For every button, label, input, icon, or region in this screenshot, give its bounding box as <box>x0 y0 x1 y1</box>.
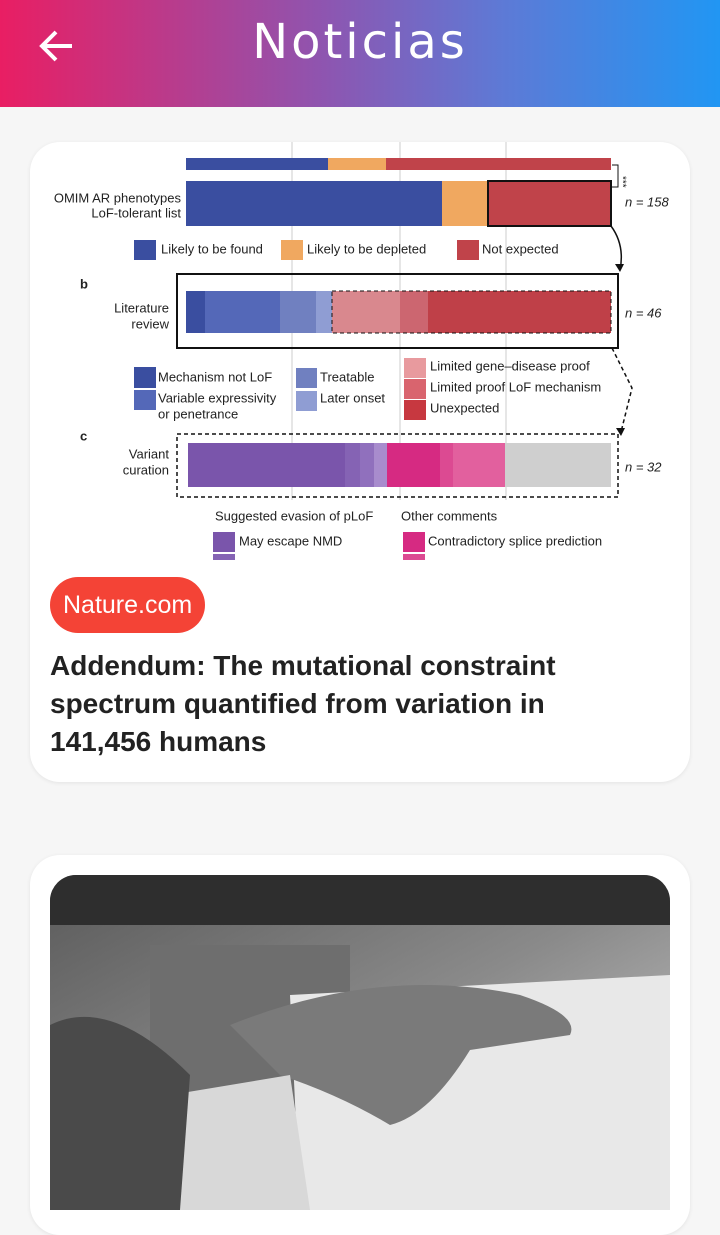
legend-label: Limited gene–disease proof <box>430 358 590 373</box>
figure-label: OMIM AR phenotypes <box>54 190 182 205</box>
figure-label: Literature <box>114 300 169 315</box>
figure-n: n = 46 <box>625 305 662 320</box>
figure-label: curation <box>123 462 169 477</box>
legend-label: May escape NMD <box>239 533 342 548</box>
legend-label: Mechanism not LoF <box>158 369 272 384</box>
article-title[interactable]: Addendum: The mutational constraint spec… <box>50 650 556 757</box>
legend-heading: Suggested evasion of pLoF <box>215 508 373 523</box>
legend-label: Not expected <box>482 241 559 256</box>
figure-n: n = 158 <box>625 194 670 209</box>
legend-label: or penetrance <box>158 406 238 421</box>
source-chip[interactable]: Nature.com <box>50 577 206 633</box>
figure-label: review <box>131 316 169 331</box>
panel-letter: b <box>80 276 88 291</box>
news-card[interactable] <box>30 855 690 1235</box>
legend-label: Treatable <box>320 369 374 384</box>
screen-title: Noticias <box>252 14 468 70</box>
article-image <box>50 875 670 1210</box>
legend-label: Likely to be found <box>161 241 263 256</box>
figure-label: Variant <box>129 446 170 461</box>
legend-heading: Other comments <box>401 508 498 523</box>
panel-letter: c <box>80 428 87 443</box>
legend-label: Contradictory splice prediction <box>428 533 602 548</box>
back-button[interactable] <box>36 26 76 66</box>
legend-label: Unexpected <box>430 400 499 415</box>
figure-n: n = 32 <box>625 459 662 474</box>
legend-label: Limited proof LoF mechanism <box>430 379 601 394</box>
figure-label: LoF-tolerant list <box>91 205 181 220</box>
app-bar: Noticias <box>0 0 720 107</box>
news-card[interactable]: *** OMIM AR phenotypes LoF-tolerant list n … <box>30 142 690 782</box>
legend-label: Later onset <box>320 390 385 405</box>
figure-label: *** <box>616 176 627 188</box>
legend-label: Variable expressivity <box>158 390 277 405</box>
legend-label: Likely to be depleted <box>307 241 426 256</box>
